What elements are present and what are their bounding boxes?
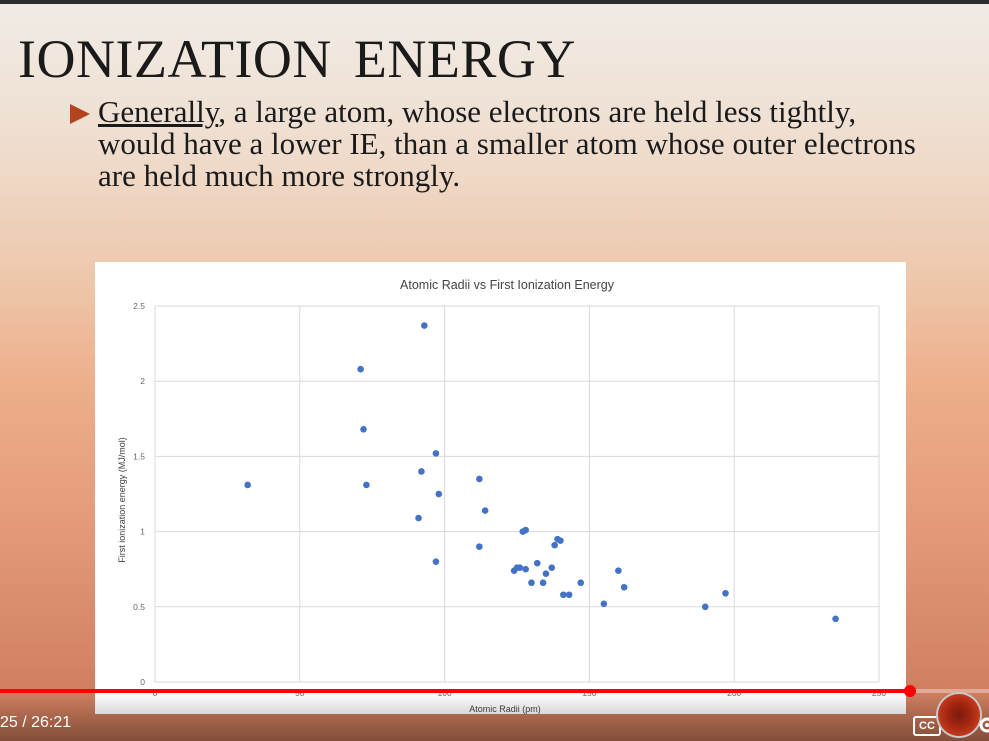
x-tick-label: 200 [727, 688, 741, 698]
x-axis-label: Atomic Radii (pm) [469, 704, 541, 714]
progress-bar[interactable] [0, 685, 989, 697]
progress-fill [0, 689, 910, 693]
data-point [620, 583, 628, 591]
data-point [435, 490, 443, 498]
data-point [244, 481, 251, 489]
captions-button[interactable]: CC [913, 716, 941, 736]
x-tick-label: 250 [872, 688, 886, 698]
data-point [522, 526, 529, 534]
bullet-arrow-icon [70, 104, 90, 124]
scatter-chart: 0 0.5 1 1.5 2 2.5 0 50 100 150 200 250 Atomic Radii … [117, 278, 886, 714]
data-point [418, 468, 425, 475]
y-tick-label: 0 [140, 677, 145, 687]
data-point [357, 365, 364, 373]
slide-title: IONIZATION ENERGY [18, 29, 576, 89]
data-point [560, 591, 567, 599]
bullet-rest-text: , a large atom, whose electrons are held… [98, 94, 916, 193]
time-display: 25 / 26:21 [0, 714, 72, 731]
data-point [548, 564, 556, 571]
data-point [600, 600, 608, 608]
y-tick-label: 1.5 [133, 451, 145, 461]
top-border [0, 0, 989, 4]
data-point [421, 322, 428, 329]
data-point [539, 579, 547, 587]
data-point [476, 475, 483, 483]
data-point [551, 541, 558, 549]
bullet-underlined-word: Generally [98, 94, 219, 129]
data-point [432, 558, 440, 565]
x-tick-label: 150 [582, 688, 596, 698]
data-point [542, 570, 550, 578]
data-point [516, 564, 524, 571]
chart-card: 0 0.5 1 1.5 2 2.5 0 50 100 150 200 250 Atomic Radii … [95, 262, 906, 714]
data-point [363, 481, 370, 489]
gear-icon[interactable] [976, 714, 989, 736]
data-point [432, 450, 440, 457]
y-axis-label: First ionization energy (MJ/mol) [117, 437, 127, 563]
x-tick-label: 50 [295, 688, 305, 698]
data-point [533, 559, 541, 567]
data-point [832, 615, 839, 623]
x-tick-label: 0 [153, 688, 158, 698]
bullet-text: Generally, a large atom, whose electrons… [98, 96, 918, 192]
data-point [528, 579, 535, 587]
data-point [615, 567, 622, 575]
data-point [557, 537, 564, 544]
data-point [722, 589, 729, 597]
data-point [415, 514, 422, 522]
data-point [565, 591, 573, 599]
data-point [481, 507, 489, 514]
data-point [577, 579, 585, 587]
y-tick-label: 2.5 [133, 301, 145, 311]
chart-title: Atomic Radii vs First Ionization Energy [400, 278, 615, 292]
channel-avatar[interactable] [938, 694, 980, 736]
x-tick-label: 100 [438, 688, 452, 698]
y-tick-label: 1 [140, 527, 145, 537]
player-controls-shade [0, 693, 989, 741]
data-point [476, 543, 483, 550]
y-tick-label: 0.5 [133, 602, 145, 612]
scrubber-handle[interactable] [903, 685, 916, 697]
data-point [701, 603, 709, 611]
data-point [360, 426, 367, 433]
y-tick-label: 2 [140, 376, 145, 386]
data-point [522, 565, 529, 573]
